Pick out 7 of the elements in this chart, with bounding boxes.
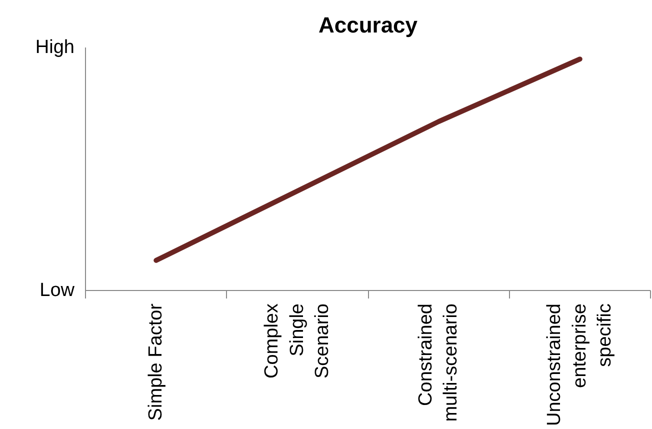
text: High	[35, 37, 74, 58]
x-tick-label: Simple Factor	[146, 302, 167, 421]
x-tick-label: Constrained multi-scenario	[416, 303, 462, 422]
text: Low	[40, 280, 75, 301]
x-tick-label: Unconstrained enterprise specific	[544, 303, 616, 426]
chart-title: Accuracy	[318, 12, 418, 38]
x-tick-label: Complex Single Scenario	[262, 303, 334, 378]
